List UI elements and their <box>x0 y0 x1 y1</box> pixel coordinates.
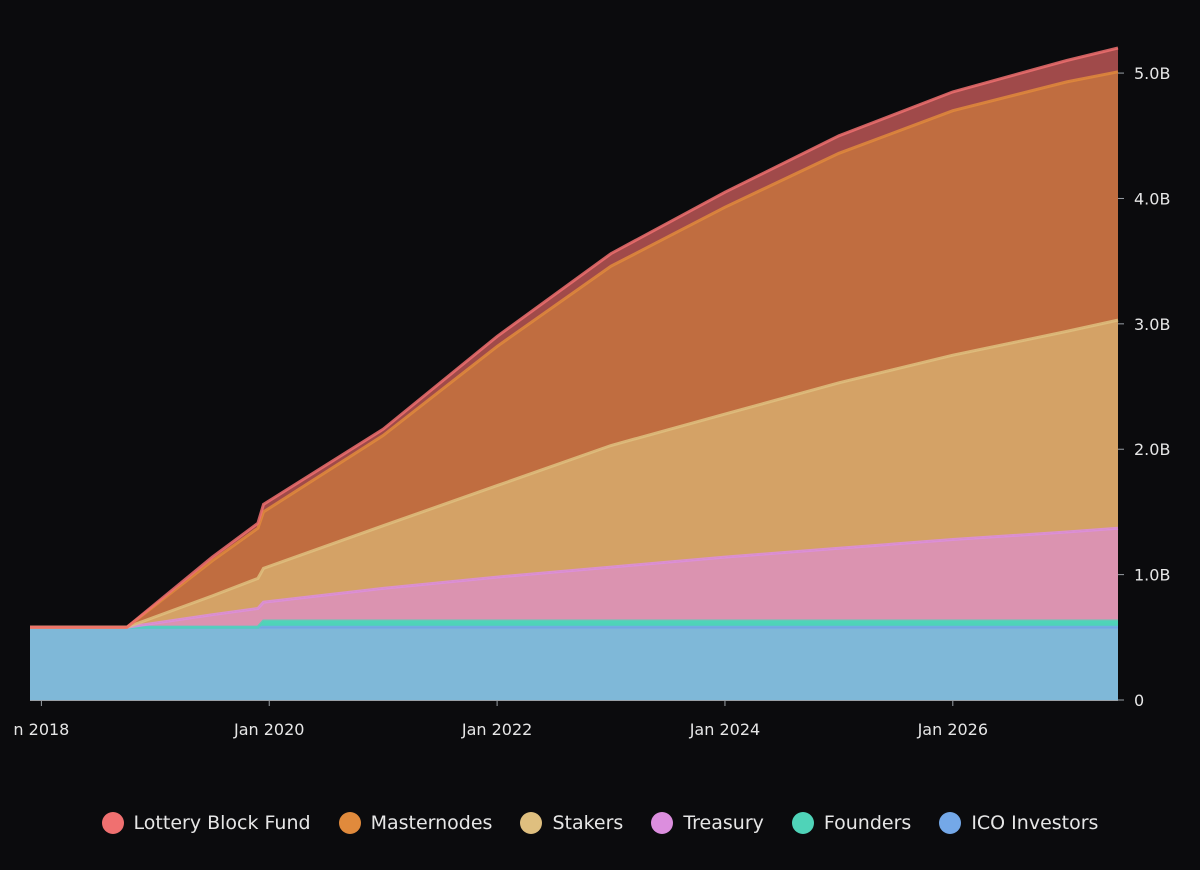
legend-label: Lottery Block Fund <box>133 812 311 834</box>
legend-item-lottery-block-fund[interactable]: Lottery Block Fund <box>101 812 311 834</box>
legend-swatch <box>520 812 543 834</box>
legend-label: Founders <box>823 812 912 834</box>
legend-swatch <box>101 812 124 834</box>
line-founders <box>30 619 1118 629</box>
y-tick-label: 2.0B <box>1134 440 1170 459</box>
line-lottery-block-fund <box>30 46 1119 629</box>
y-tick-label: 5.0B <box>1134 64 1170 83</box>
legend-item-ico-investors[interactable]: ICO Investors <box>939 812 1098 834</box>
legend-label: Masternodes <box>370 812 493 834</box>
stacked-area-chart: n 2018 Jan 2020 Jan 2022 Jan 2024 Jan 2026 0… <box>13 46 1170 739</box>
y-tick-label: 3.0B <box>1134 315 1170 334</box>
legend-swatch <box>939 812 962 834</box>
legend-swatch <box>338 812 361 834</box>
y-axis: 0 1.0B 2.0B 3.0B 4.0B 5.0B <box>1118 64 1170 710</box>
legend-label: Treasury <box>683 812 764 834</box>
area-ico-investors[interactable] <box>30 627 1118 700</box>
legend-label: Stakers <box>552 812 624 834</box>
y-tick-label: 1.0B <box>1134 566 1170 585</box>
legend-item-masternodes[interactable]: Masternodes <box>338 812 493 834</box>
legend-item-stakers[interactable]: Stakers <box>520 812 623 834</box>
legend: Lottery Block Fund Masternodes Stakers Trea… <box>0 806 1200 840</box>
area-lottery-block-fund[interactable] <box>30 48 1118 628</box>
x-tick-label: Jan 2022 <box>461 720 532 739</box>
line-masternodes <box>30 70 1119 629</box>
legend-label: ICO Investors <box>971 812 1099 834</box>
y-tick-label: 4.0B <box>1134 189 1170 208</box>
area-treasury[interactable] <box>30 528 1118 628</box>
x-axis: n 2018 Jan 2020 Jan 2022 Jan 2024 Jan 2026 <box>13 700 1118 739</box>
legend-item-treasury[interactable]: Treasury <box>651 812 764 834</box>
x-tick-label: n 2018 <box>13 720 69 739</box>
boundary-line-layer <box>30 46 1119 629</box>
line-stakers <box>30 318 1119 629</box>
legend-item-founders[interactable]: Founders <box>791 812 912 834</box>
x-tick-label: Jan 2026 <box>917 720 988 739</box>
x-tick-label: Jan 2020 <box>233 720 304 739</box>
y-tick-label: 0 <box>1134 691 1144 710</box>
area-founders[interactable] <box>30 621 1118 628</box>
x-tick-label: Jan 2024 <box>689 720 760 739</box>
legend-swatch <box>651 812 674 834</box>
area-stakers[interactable] <box>30 320 1118 628</box>
line-treasury <box>30 526 1119 629</box>
legend-swatch <box>791 812 814 834</box>
